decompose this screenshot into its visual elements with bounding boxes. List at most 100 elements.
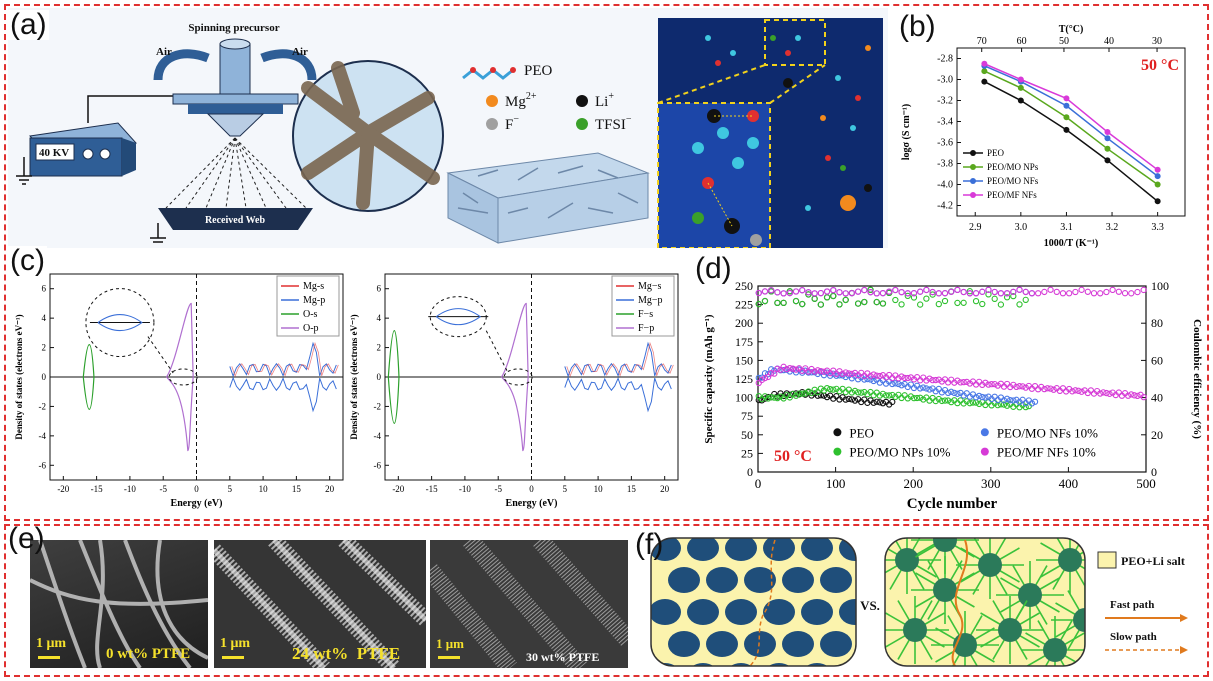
y-tick-label: -4 [39,431,47,441]
efficiency-point [1134,288,1141,296]
capacity-point [758,374,766,381]
x-tick-label: 5 [228,484,233,494]
x-tick-label: -15 [91,484,103,494]
fiber-node-icon [1073,608,1085,632]
y-axis-title: Specific capacity (mAh g⁻¹) [703,314,715,444]
panel-f-schematic: VS. PEO+Li salt Fast path Slow path [650,537,1188,667]
md-simulation-image [657,18,883,249]
capacity-point [1044,385,1051,392]
particle-icon [744,567,776,593]
peo-molecule-icon [462,67,516,80]
data-point [981,78,988,85]
y-tick-label: -4 [374,431,382,441]
particle-icon [801,599,833,625]
panel-c: -20 -15 -10 -5 0 5 10 15 20 6 4 2 0 -2 -4 -6 Energy (eV)… [8,252,688,520]
particle-icon [651,599,681,625]
efficiency-point [861,298,868,306]
capacity-point [1022,384,1029,391]
y-tick-label: -3.8 [937,159,953,170]
plot-frame [956,47,1186,217]
tfsi-ion-icon [576,118,588,130]
capacity-point [1140,394,1147,401]
capacity-point [1003,402,1011,409]
particle-icon [725,538,757,561]
capacity-point [817,385,825,392]
efficiency-point [997,290,1005,297]
particle-icon [725,599,757,625]
scale-bar [222,656,244,659]
capacity-point [1019,383,1026,390]
capacity-point [982,379,989,386]
x-tick-label: 20 [660,484,670,494]
y2-tick-label: 0 [1151,465,1157,479]
capacity-point [808,389,815,397]
capacity-point [799,390,806,397]
efficiency-point [991,288,998,296]
capacity-point [1100,389,1107,396]
f-ion-icon [486,118,498,130]
efficiency-point [830,286,837,294]
efficiency-point [879,300,887,307]
efficiency-point [1059,290,1067,297]
x-tick-label: 200 [903,476,923,491]
capacity-point [786,394,793,401]
air-left-label: Air [156,46,172,58]
sem-caption-30wt: 30 wt% PTFE [526,650,600,664]
efficiency-point [1121,290,1129,297]
capacity-point [889,391,896,399]
particle-icon [820,567,852,593]
capacity-point [1072,387,1079,394]
sem-caption-24wt: 24 wt% PTFE [292,644,401,663]
fiber-node-icon [933,538,957,552]
plot-frame [757,285,1147,473]
x-tick-label: -15 [426,484,438,494]
data-point [1063,126,1070,133]
efficiency-point [836,289,843,296]
capacity-point [755,396,762,404]
left-box-outline [650,537,857,667]
capacity-point [839,370,846,378]
x-tick-label: 3.0 [1015,222,1028,233]
capacity-point [792,366,800,373]
top-tick-label: 50 [1059,36,1069,47]
data-point [1104,157,1111,164]
y-tick-label: -3.6 [937,138,953,149]
capacity-point [854,389,862,396]
efficiency-point [972,297,980,305]
s-state-peak [82,344,95,410]
efficiency-point [842,296,849,304]
x-axis-title: Energy (eV) [171,498,223,509]
slow-path-arrowhead [1180,646,1188,654]
top-tick-label: 70 [977,36,987,47]
legend-marker [970,164,976,170]
capacity-point [1019,396,1026,403]
conduction-band-up [229,341,337,378]
voltage-label: 40 KV [39,147,69,159]
efficiency-point [811,290,818,297]
legend-peo-li-salt: PEO+Li salt [1121,554,1185,568]
capacity-point [972,394,980,401]
capacity-point [951,379,958,386]
efficiency-point [892,296,899,304]
efficiency-point [1010,292,1017,300]
y-tick-label: 0 [42,372,47,382]
x-tick-label: 15 [627,484,637,494]
efficiency-point [774,289,781,296]
capacity-point [1115,389,1122,396]
efficiency-point [768,287,775,294]
sem-fibers-spiky-24 [214,540,426,668]
capacity-point [848,389,856,396]
capacity-point [851,397,859,404]
capacity-point [768,370,775,377]
data-point [1104,145,1111,152]
legend-peo-label: PEO [524,63,553,79]
efficiency-point [885,288,893,295]
fiber-line [1084,619,1085,650]
capacity-point [904,395,911,402]
x-tick-label: -5 [494,484,502,494]
capacity-point [1059,385,1067,392]
capacity-point [892,380,899,387]
capacity-point [1128,391,1135,398]
data-point [1063,102,1070,109]
efficiency-point [1022,296,1029,303]
